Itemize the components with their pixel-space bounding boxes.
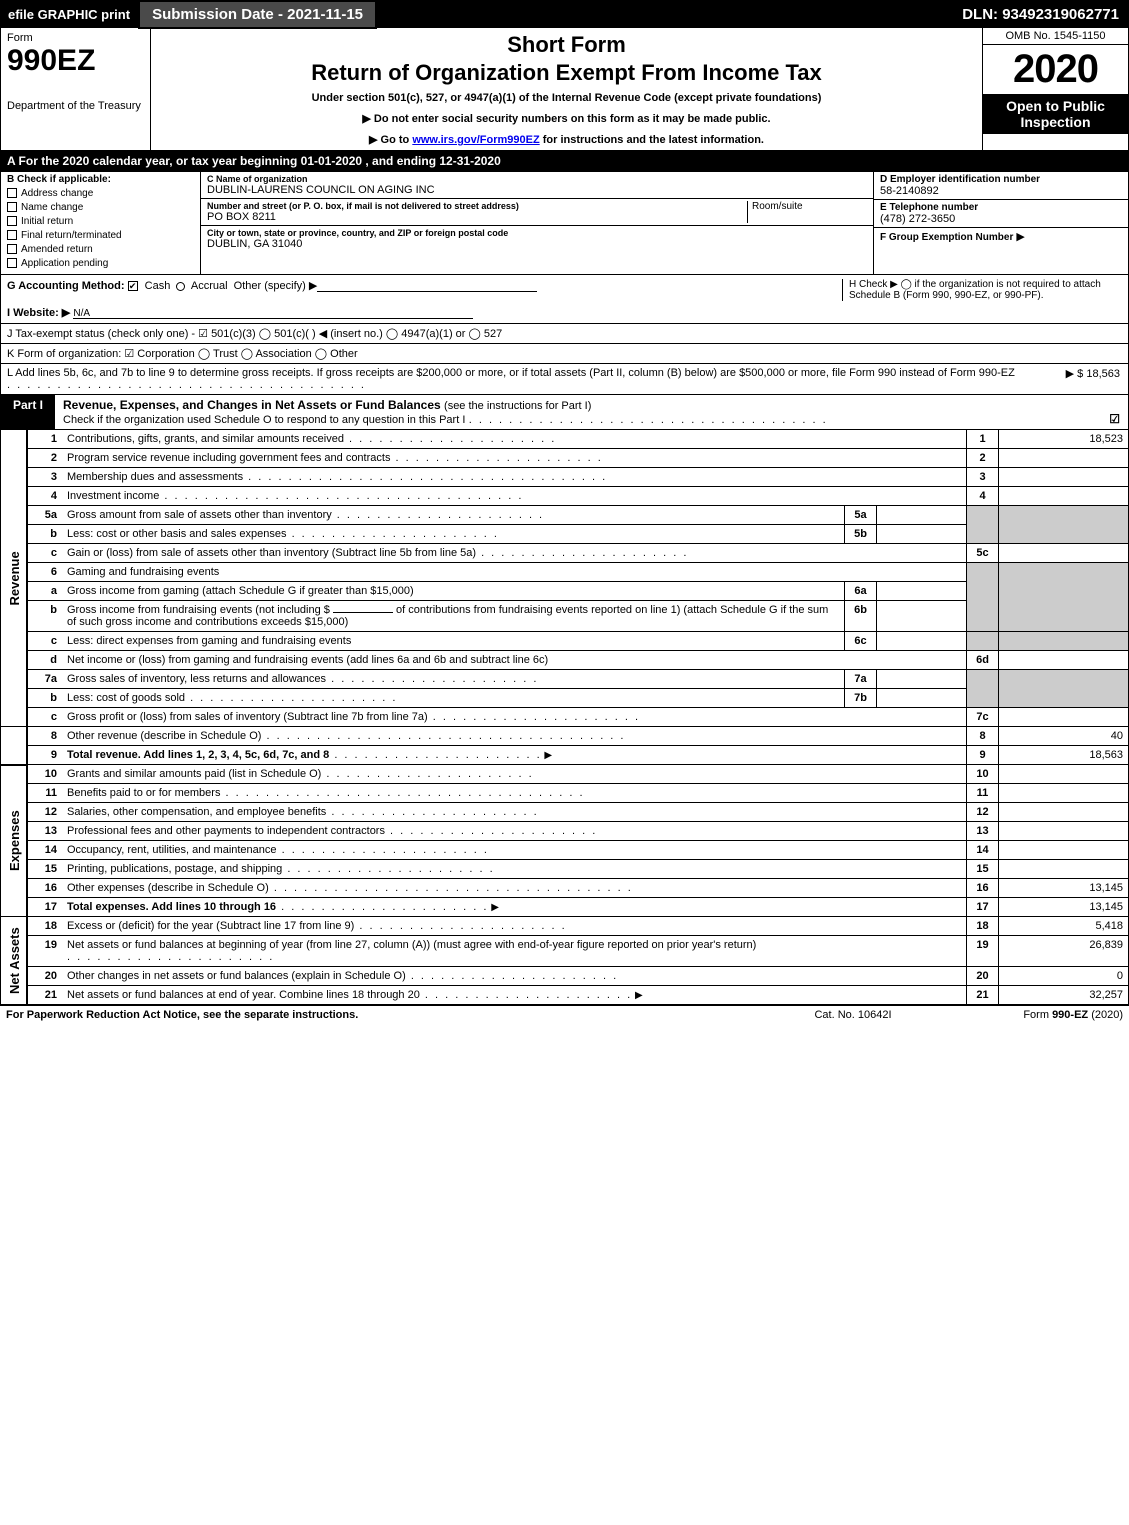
efile-label: efile GRAPHIC print [0, 7, 138, 22]
line-l-amount: ▶ $ 18,563 [1066, 367, 1120, 380]
form-number: 990EZ [7, 44, 144, 78]
short-form-label: Short Form [157, 32, 976, 58]
part-i-check[interactable]: ☑ [1109, 412, 1120, 426]
line-desc: Contributions, gifts, grants, and simila… [67, 433, 344, 445]
part-i-tab: Part I [1, 395, 55, 429]
form-header: Form 990EZ Department of the Treasury Sh… [0, 28, 1129, 151]
block-d-e-f: D Employer identification number 58-2140… [873, 172, 1128, 274]
phone-value: (478) 272-3650 [880, 213, 1122, 225]
form-title: Return of Organization Exempt From Incom… [157, 60, 976, 86]
org-address: PO BOX 8211 [207, 211, 747, 223]
box-h: H Check ▶ ◯ if the organization is not r… [842, 279, 1122, 301]
block-c-address: C Name of organization DUBLIN-LAURENS CO… [201, 172, 873, 274]
org-name: DUBLIN-LAURENS COUNCIL ON AGING INC [207, 184, 867, 196]
g-other: Other (specify) ▶ [234, 280, 318, 292]
i-label: I Website: ▶ [7, 307, 70, 319]
c-label: C Name of organization [207, 174, 867, 184]
line-l-gross-receipts: L Add lines 5b, 6c, and 7b to line 9 to … [0, 364, 1129, 395]
val-6b [877, 601, 967, 632]
revenue-side-label: Revenue [1, 430, 28, 727]
org-city: DUBLIN, GA 31040 [207, 238, 867, 250]
note2-pre: ▶ Go to [369, 134, 412, 146]
header-left: Form 990EZ Department of the Treasury [1, 28, 151, 150]
form-id-footer: Form 990-EZ (2020) [953, 1009, 1123, 1021]
instructions-note: ▶ Go to www.irs.gov/Form990EZ for instru… [157, 133, 976, 146]
line-ref: 1 [967, 430, 999, 449]
dots [469, 414, 828, 426]
identification-block: B Check if applicable: Address change Na… [0, 172, 1129, 275]
addr-label: Number and street (or P. O. box, if mail… [207, 201, 747, 211]
line-num: 1 [27, 430, 62, 449]
row-g-h-i: G Accounting Method: Cash Accrual Other … [0, 275, 1129, 324]
paperwork-notice: For Paperwork Reduction Act Notice, see … [6, 1009, 753, 1021]
f-label: F Group Exemption Number [880, 232, 1013, 243]
website-value: N/A [73, 307, 473, 319]
page-footer: For Paperwork Reduction Act Notice, see … [0, 1005, 1129, 1024]
form-word: Form [7, 32, 144, 44]
check-application-pending[interactable]: Application pending [7, 258, 194, 269]
block-b-checkboxes: B Check if applicable: Address change Na… [1, 172, 201, 274]
line-amount: 18,523 [999, 430, 1129, 449]
part-i-subtitle: Check if the organization used Schedule … [63, 414, 465, 426]
d-label: D Employer identification number [880, 174, 1122, 185]
city-label: City or town, state or province, country… [207, 228, 867, 238]
val-7b [877, 689, 967, 708]
g-other-line[interactable] [317, 280, 537, 292]
check-name-change[interactable]: Name change [7, 202, 194, 213]
header-right: OMB No. 1545-1150 2020 Open to Public In… [983, 28, 1128, 150]
netassets-side-label: Net Assets [1, 917, 28, 1005]
expenses-side-label: Expenses [1, 765, 28, 917]
check-initial-return[interactable]: Initial return [7, 216, 194, 227]
check-cash[interactable] [128, 281, 138, 291]
catalog-number: Cat. No. 10642I [753, 1009, 953, 1021]
submission-date: Submission Date - 2021-11-15 [138, 0, 377, 29]
part-i-title: Revenue, Expenses, and Changes in Net As… [55, 395, 1128, 429]
warning-note: ▶ Do not enter social security numbers o… [157, 112, 976, 125]
open-to-public: Open to Public Inspection [983, 94, 1128, 134]
radio-accrual[interactable] [176, 282, 185, 291]
dln-number: DLN: 93492319062771 [952, 6, 1129, 23]
line-k-org-form: K Form of organization: ☑ Corporation ◯ … [0, 344, 1129, 364]
line-a-period: A For the 2020 calendar year, or tax yea… [0, 151, 1129, 172]
tax-year: 2020 [983, 45, 1128, 94]
check-amended-return[interactable]: Amended return [7, 244, 194, 255]
line-l-text: L Add lines 5b, 6c, and 7b to line 9 to … [7, 367, 1015, 379]
g-label: G Accounting Method: [7, 280, 125, 292]
header-center: Short Form Return of Organization Exempt… [151, 28, 983, 150]
val-6c [877, 632, 967, 651]
val-5b [877, 525, 967, 544]
check-final-return[interactable]: Final return/terminated [7, 230, 194, 241]
val-7a [877, 670, 967, 689]
room-suite-label: Room/suite [747, 201, 867, 223]
top-bar: efile GRAPHIC print Submission Date - 20… [0, 0, 1129, 28]
val-6a [877, 582, 967, 601]
note2-post: for instructions and the latest informat… [540, 134, 764, 146]
block-b-label: B Check if applicable: [7, 174, 194, 185]
instructions-link[interactable]: www.irs.gov/Form990EZ [412, 134, 539, 146]
val-5a [877, 506, 967, 525]
part-i-header: Part I Revenue, Expenses, and Changes in… [0, 395, 1129, 430]
dots [7, 379, 366, 391]
part-i-table: Revenue 1 Contributions, gifts, grants, … [0, 430, 1129, 1005]
check-address-change[interactable]: Address change [7, 188, 194, 199]
omb-number: OMB No. 1545-1150 [983, 28, 1128, 45]
form-subtitle: Under section 501(c), 527, or 4947(a)(1)… [157, 92, 976, 104]
ein-value: 58-2140892 [880, 185, 1122, 197]
department-label: Department of the Treasury [7, 100, 144, 112]
line-j-tax-status: J Tax-exempt status (check only one) - ☑… [0, 324, 1129, 344]
f-arrow: ▶ [1016, 231, 1024, 243]
e-label: E Telephone number [880, 202, 1122, 213]
